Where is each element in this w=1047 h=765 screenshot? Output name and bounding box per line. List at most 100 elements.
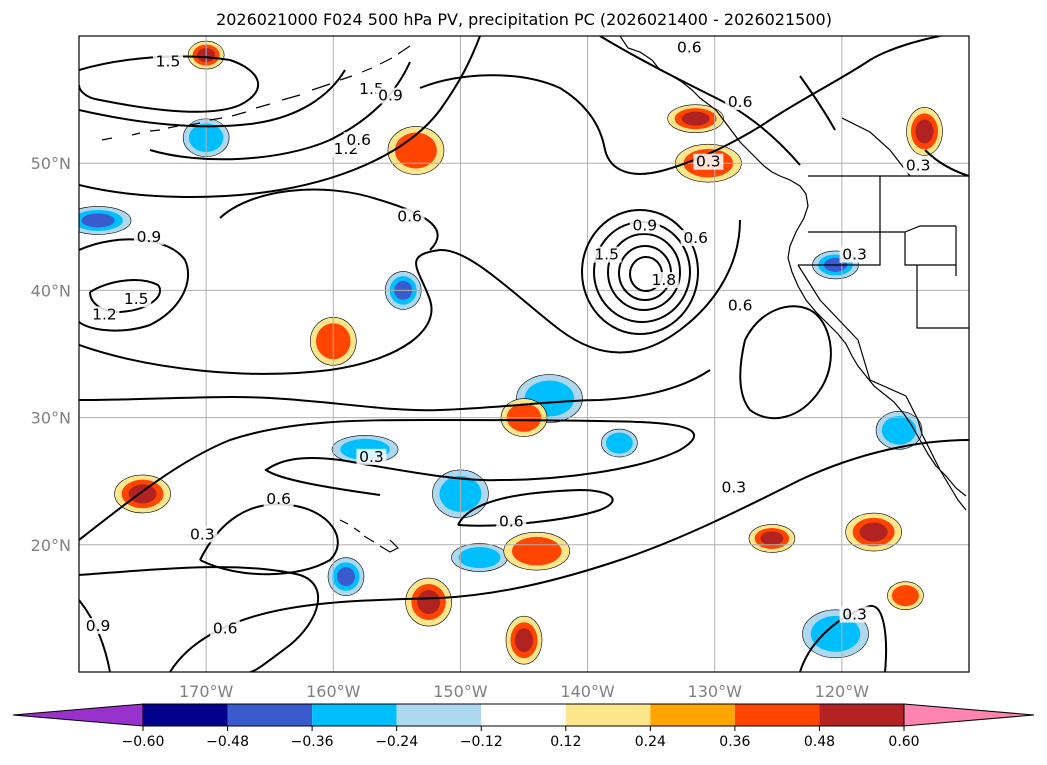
pv-contour-line xyxy=(79,419,695,541)
contour-label-bg xyxy=(718,479,749,496)
aleutian-coastline xyxy=(101,45,411,141)
precip-region-negative xyxy=(327,557,365,596)
contour-label-bg xyxy=(133,228,164,245)
lat-tick-label: 40°N xyxy=(31,281,71,300)
contour-label-bg xyxy=(674,39,705,56)
chart-title: 2026021000 F024 500 hPa PV, precipitatio… xyxy=(216,10,832,29)
contour-label: 0.3 xyxy=(359,448,384,466)
lon-tick-label: 140°W xyxy=(560,682,615,701)
baja-coastline xyxy=(905,395,967,511)
lon-tick-label: 130°W xyxy=(688,682,743,701)
contour-label-bg xyxy=(83,618,114,635)
precip-fill xyxy=(859,522,888,542)
colorbar-tick-label: −0.12 xyxy=(460,734,503,750)
precip-region-positive xyxy=(667,104,724,133)
contour-label: 1.5 xyxy=(156,52,181,70)
pv-contour-line xyxy=(419,74,606,151)
contour-label: 0.6 xyxy=(683,229,708,247)
contour-label-bg xyxy=(725,93,756,110)
contour-label-bg xyxy=(343,132,374,149)
lon-tick-label: 170°W xyxy=(179,682,234,701)
contour-label: 1.5 xyxy=(594,246,619,264)
pv-contour-line xyxy=(924,149,969,177)
contour-label: 0.3 xyxy=(842,246,867,264)
contour-label: 0.9 xyxy=(378,87,403,105)
colorbar: −0.60 −0.48 −0.36 −0.24 −0.12 0.12 0.24 0.36 0.4… xyxy=(12,703,1035,750)
colorbar-segment xyxy=(819,704,904,726)
contour-label-bg xyxy=(153,53,183,70)
longitude-ticks: 170°W 160°W 150°W 140°W 130°W 120°W xyxy=(179,682,869,701)
precip-fill xyxy=(465,550,494,565)
contour-label: 1.8 xyxy=(652,271,677,289)
precip-region-negative xyxy=(875,411,923,450)
precip-fill xyxy=(81,213,115,228)
contour-label: 0.3 xyxy=(906,157,931,175)
contour-label: 0.6 xyxy=(346,131,371,149)
colorbar-segment xyxy=(143,704,228,726)
contour-label-bg xyxy=(725,297,756,314)
pv-contour-line xyxy=(799,75,836,131)
pv-contour-line xyxy=(79,36,481,198)
contour-label-bg xyxy=(263,490,294,507)
colorbar-segment xyxy=(565,704,651,726)
precip-region-positive xyxy=(387,126,445,175)
pv-contour-line xyxy=(79,219,741,375)
canada-province-border xyxy=(841,117,911,177)
contour-label-bg xyxy=(394,208,425,225)
contour-label-bg xyxy=(356,448,387,465)
colorbar-tick-label: −0.48 xyxy=(206,734,249,750)
precip-region-positive xyxy=(748,524,796,553)
map-frame xyxy=(78,35,970,673)
coastlines-layer xyxy=(101,36,969,553)
contour-label: 0.6 xyxy=(728,93,753,111)
pv-contour-line xyxy=(599,36,801,166)
precip-fill xyxy=(417,590,441,615)
state-borders xyxy=(797,176,969,397)
contour-label: 0.9 xyxy=(86,617,111,635)
latitude-ticks: 20°N 30°N 40°N 50°N xyxy=(31,154,71,555)
colorbar-tick-label: −0.36 xyxy=(291,734,334,750)
contour-label-bg xyxy=(648,272,679,289)
contour-label: 0.6 xyxy=(499,513,524,531)
precip-fill xyxy=(128,484,157,504)
contour-label-bg xyxy=(591,246,622,263)
colorbar-tick-label: 0.12 xyxy=(550,734,581,750)
precip-fill xyxy=(520,541,554,561)
contour-label-bg xyxy=(903,157,934,174)
precip-fill xyxy=(610,436,629,451)
map-plot-area: 1.51.21.50.90.60.60.60.60.30.91.51.20.90… xyxy=(78,35,970,673)
precip-fill xyxy=(896,588,915,603)
pv-contour-line xyxy=(169,439,969,672)
colorbar-segment xyxy=(650,704,735,726)
pv-contour-line xyxy=(739,305,832,420)
pv-contour-line xyxy=(799,605,888,672)
contour-label: 0.6 xyxy=(677,38,702,56)
colorbar-segment xyxy=(734,704,820,726)
contour-label: 0.6 xyxy=(397,207,422,225)
pv-contour-line xyxy=(79,566,319,672)
colorbar-tick-label: −0.60 xyxy=(122,734,165,750)
contour-label-bg xyxy=(496,513,527,530)
precip-fill xyxy=(760,531,784,546)
contour-label: 0.9 xyxy=(137,228,162,246)
contour-label: 0.3 xyxy=(190,525,215,543)
precip-region-positive xyxy=(503,531,571,571)
precip-fill xyxy=(915,119,934,144)
colorbar-tick-label: 0.48 xyxy=(804,734,835,750)
contour-label-bg xyxy=(839,246,870,263)
lon-tick-label: 120°W xyxy=(815,682,870,701)
contour-label: 0.3 xyxy=(842,606,867,624)
precip-fill xyxy=(887,420,911,440)
precip-region-positive xyxy=(887,581,924,610)
pv-contour-line xyxy=(604,36,941,175)
lat-tick-label: 20°N xyxy=(31,536,71,555)
contour-label-bg xyxy=(89,306,120,323)
precip-region-positive xyxy=(114,474,171,514)
contour-label: 0.3 xyxy=(721,478,746,496)
hawaii-coastline xyxy=(339,519,400,553)
contour-label: 0.6 xyxy=(728,296,753,314)
alaska-panhandle-coastline xyxy=(619,36,967,497)
precip-region-negative xyxy=(451,543,508,572)
colorbar-segment xyxy=(396,704,482,726)
